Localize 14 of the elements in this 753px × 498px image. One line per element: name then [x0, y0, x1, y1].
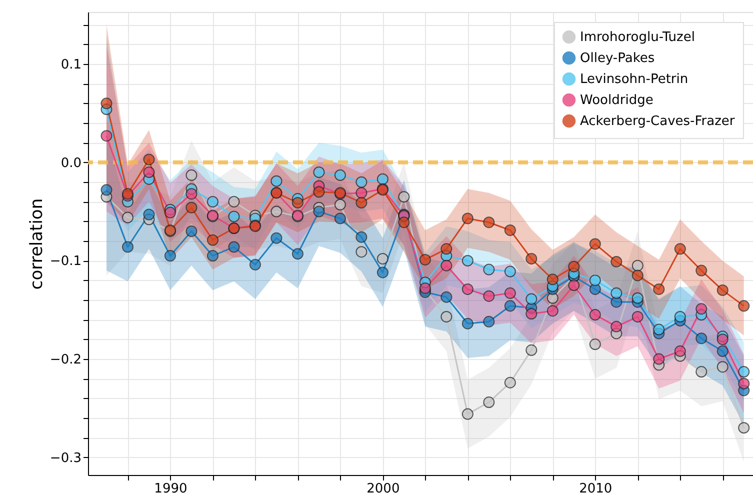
- y-tick-label: −0.1: [50, 254, 82, 270]
- legend-label: Imrohoroglu-Tuzel: [580, 30, 695, 45]
- y-tick-label: 0.1: [60, 58, 82, 73]
- x-tick-label: 1990: [154, 482, 188, 496]
- x-tick-label: 2000: [366, 482, 400, 496]
- legend-label: Olley-Pakes: [580, 51, 655, 66]
- y-tick-label: −0.3: [50, 450, 82, 466]
- legend-label: Wooldridge: [580, 93, 654, 108]
- x-tick-label: 2010: [579, 482, 612, 496]
- legend-label: Ackerberg-Caves-Frazer: [580, 114, 736, 129]
- y-tick-label: 0.0: [60, 156, 82, 171]
- legend-label: Levinsohn-Petrin: [580, 72, 688, 87]
- y-tick-label: −0.2: [50, 352, 82, 368]
- y-axis-title: correlation: [26, 198, 47, 290]
